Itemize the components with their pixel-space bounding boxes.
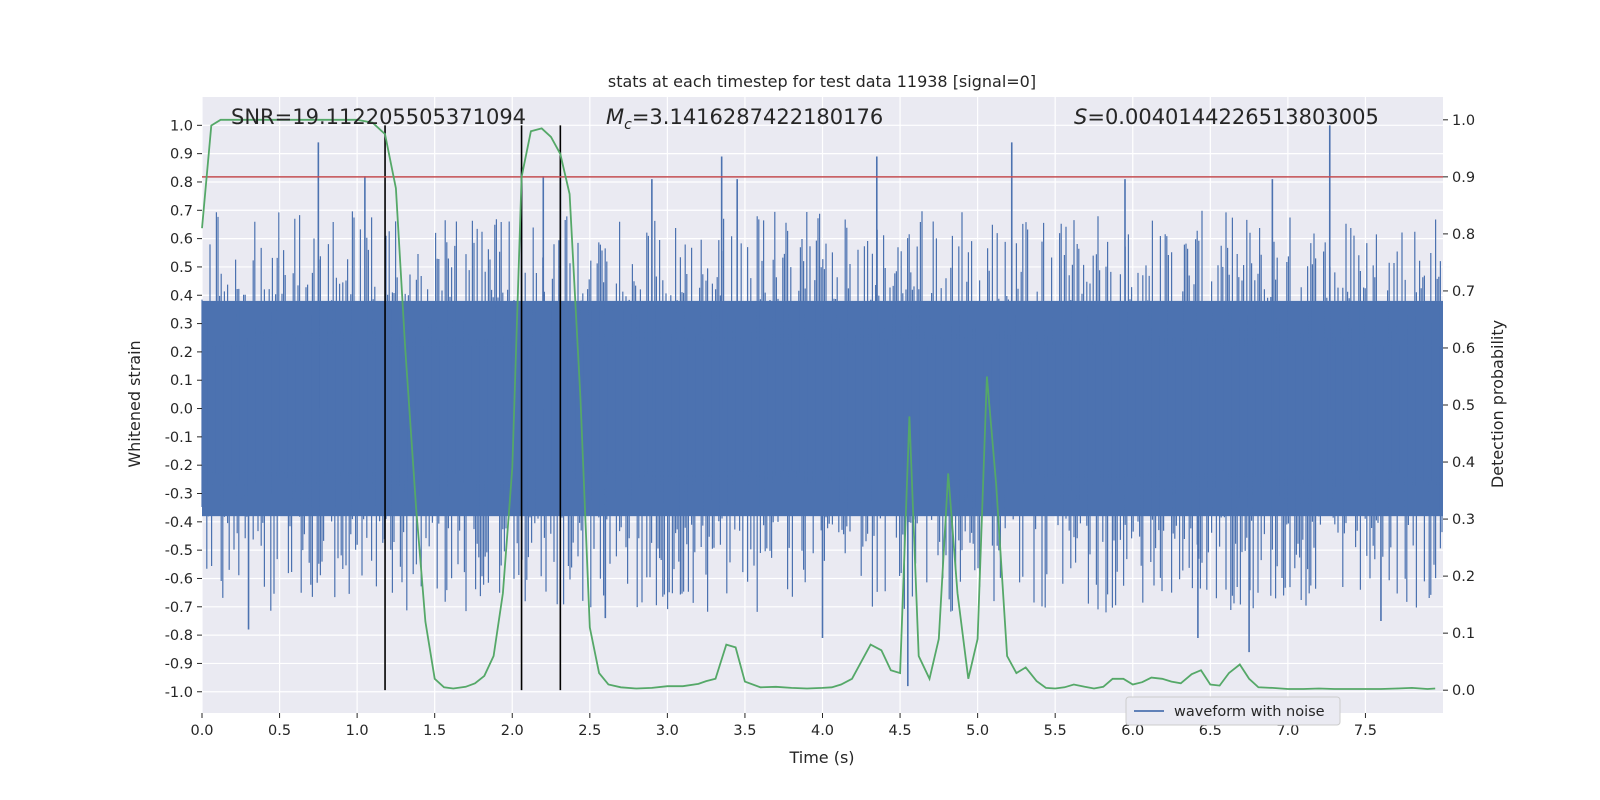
mc-symbol: M (606, 105, 624, 129)
x-tick-label: 3.0 (656, 723, 679, 739)
waveform-noise-trace (201, 210, 1443, 613)
y-left-axis-title: Whitened strain (125, 340, 144, 467)
x-tick-label: 6.0 (1121, 723, 1144, 739)
y-left-tick-label: 0.6 (170, 232, 193, 248)
mc-subscript: c (624, 117, 632, 133)
x-tick-label: 2.5 (578, 723, 601, 739)
x-tick-label: 1.5 (423, 723, 446, 739)
x-tick-label: 7.5 (1354, 723, 1377, 739)
y-left-tick-label: -0.1 (165, 430, 193, 446)
y-left-tick-label: -0.7 (165, 600, 193, 616)
x-tick-label: 5.0 (966, 723, 989, 739)
x-tick-label: 7.0 (1276, 723, 1299, 739)
y-right-tick-label: 1.0 (1452, 113, 1475, 129)
legend-box (1125, 696, 1341, 726)
y-left-tick-label: -0.2 (165, 458, 193, 474)
y-left-tick-label: 0.5 (170, 260, 193, 276)
y-right-tick-label: 0.4 (1452, 455, 1475, 471)
legend: waveform with noise (1125, 696, 1341, 726)
y-left-tick-label: -0.6 (165, 571, 193, 587)
y-left-tick-label: 0.9 (170, 147, 193, 163)
x-tick-label: 0.5 (268, 723, 291, 739)
y-left-tick-label: 0.0 (170, 402, 193, 418)
legend-label-waveform: waveform with noise (1174, 704, 1325, 720)
y-left-tick-label: 0.7 (170, 203, 193, 219)
y-right-tick-label: 0.1 (1452, 626, 1475, 642)
x-tick-label: 0.0 (190, 723, 213, 739)
y-right-tick-label: 0.2 (1452, 569, 1475, 585)
y-left-tick-label: -1.0 (165, 685, 193, 701)
y-left-tick-label: -0.8 (165, 628, 193, 644)
s-annotation: S=0.0040144226513803005 (1074, 105, 1379, 129)
y-left-tick-label: -0.3 (165, 487, 193, 503)
chart-title: stats at each timestep for test data 119… (608, 72, 1036, 91)
y-right-tick-label: 0.3 (1452, 512, 1475, 528)
y-left-tick-label: 0.1 (170, 373, 193, 389)
x-tick-label: 5.5 (1044, 723, 1067, 739)
y-left-tick-label: 0.3 (170, 317, 193, 333)
x-tick-label: 3.5 (733, 723, 756, 739)
y-left-tick-label: 1.0 (170, 118, 193, 134)
vertical-marker-lines (384, 125, 562, 691)
y-right-tick-label: 0.8 (1452, 227, 1475, 243)
x-tick-label: 4.5 (889, 723, 912, 739)
y-left-tick-label: -0.9 (165, 656, 193, 672)
y-left-tick-label: 0.4 (170, 288, 193, 304)
y-right-tick-label: 0.7 (1452, 284, 1475, 300)
y-left-tick-label: 0.2 (170, 345, 193, 361)
y-right-tick-label: 0.5 (1452, 398, 1475, 414)
y-left-tick-label: -0.4 (165, 515, 193, 531)
x-axis-ticks: 0.0 0.5 1.0 1.5 2.0 2.5 3.0 3.5 4.0 4.5 5.0 5.5 6.0 6… (190, 713, 1377, 739)
s-value: =0.0040144226513803005 (1087, 105, 1379, 129)
y-left-tick-label: 0.8 (170, 175, 193, 191)
series-detection-probability (201, 118, 1436, 690)
s-symbol: S (1074, 105, 1087, 129)
x-axis-title: Time (s) (788, 748, 854, 767)
mc-value: =3.1416287422180176 (632, 105, 883, 129)
y-right-axis-ticks: 1.0 0.9 0.8 0.7 0.6 0.5 0.4 0.3 0.2 0.1 0.0 (1443, 113, 1475, 699)
y-right-tick-label: 0.0 (1452, 683, 1475, 699)
y-right-tick-label: 0.6 (1452, 341, 1475, 357)
y-left-axis-ticks: 1.0 0.9 0.8 0.7 0.6 0.5 0.4 0.3 0.2 0.1 0.0 -0.1 -0.… (165, 118, 202, 701)
chirp-mass-annotation: Mc=3.1416287422180176 (606, 105, 883, 133)
x-tick-label: 4.0 (811, 723, 834, 739)
x-tick-label: 2.0 (501, 723, 524, 739)
x-tick-label: 6.5 (1199, 723, 1222, 739)
x-tick-label: 1.0 (346, 723, 369, 739)
snr-annotation: SNR=19.112205505371094 (231, 105, 526, 129)
y-right-axis-title: Detection probability (1488, 320, 1507, 488)
y-left-tick-label: -0.5 (165, 543, 193, 559)
y-right-tick-label: 0.9 (1452, 170, 1475, 186)
